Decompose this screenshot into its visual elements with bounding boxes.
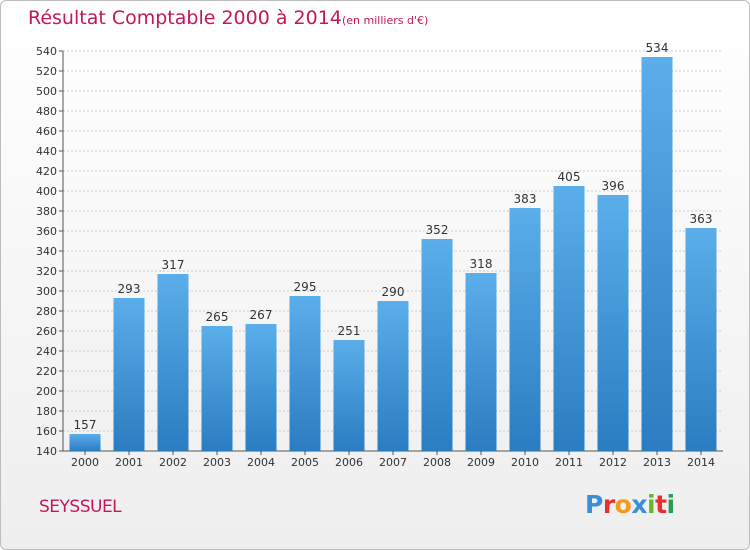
- y-tick-label: 380: [36, 205, 57, 218]
- bar-2000[interactable]: [69, 434, 101, 451]
- value-label: 396: [602, 179, 625, 193]
- x-tick-label: 2000: [71, 456, 99, 469]
- x-tick-label: 2006: [335, 456, 363, 469]
- bars: [69, 57, 717, 451]
- value-label: 318: [470, 257, 493, 271]
- y-tick-label: 160: [36, 425, 57, 438]
- y-tick-label: 220: [36, 365, 57, 378]
- y-tick-label: 420: [36, 165, 57, 178]
- value-label: 352: [426, 223, 449, 237]
- bar-2012[interactable]: [597, 195, 629, 451]
- logo-letter: o: [614, 490, 632, 519]
- x-tick-label: 2005: [291, 456, 319, 469]
- y-tick-label: 360: [36, 225, 57, 238]
- value-labels: 157 293 317 265 267 295 251 290 352 318 383 405 396 5…: [74, 41, 713, 432]
- bar-2008[interactable]: [421, 239, 453, 451]
- logo-letter: r: [602, 490, 615, 519]
- value-label: 295: [294, 280, 317, 294]
- bar-2005[interactable]: [289, 296, 321, 451]
- value-label: 317: [162, 258, 185, 272]
- y-tick-label: 340: [36, 245, 57, 258]
- y-tick-label: 260: [36, 325, 57, 338]
- x-tick-label: 2004: [247, 456, 275, 469]
- x-tick-label: 2003: [203, 456, 231, 469]
- y-tick-label: 300: [36, 285, 57, 298]
- y-tick-label: 140: [36, 445, 57, 458]
- y-tick-label: 460: [36, 125, 57, 138]
- x-tick-label: 2011: [555, 456, 583, 469]
- value-label: 534: [646, 41, 669, 55]
- proxiti-logo[interactable]: Proxiti: [585, 490, 675, 519]
- bar-2013[interactable]: [641, 57, 673, 451]
- x-tick-label: 2012: [599, 456, 627, 469]
- y-tick-label: 200: [36, 385, 57, 398]
- bar-2010[interactable]: [509, 208, 541, 451]
- y-tick-label: 400: [36, 185, 57, 198]
- chart-title: Résultat Comptable 2000 à 2014: [28, 7, 342, 29]
- value-label: 265: [206, 310, 229, 324]
- y-tick-label: 480: [36, 105, 57, 118]
- y-tick-label: 500: [36, 85, 57, 98]
- value-label: 267: [250, 308, 273, 322]
- y-tick-label: 320: [36, 265, 57, 278]
- y-tick-label: 240: [36, 345, 57, 358]
- logo-letter: P: [585, 490, 603, 519]
- x-tick-label: 2014: [687, 456, 715, 469]
- x-tick-label: 2009: [467, 456, 495, 469]
- value-label: 157: [74, 418, 97, 432]
- y-tick-label: 540: [36, 45, 57, 58]
- logo-letter: i: [647, 490, 656, 519]
- value-label: 405: [558, 170, 581, 184]
- bar-2002[interactable]: [157, 274, 189, 451]
- y-tick-label: 280: [36, 305, 57, 318]
- value-label: 293: [118, 282, 141, 296]
- x-tick-label: 2002: [159, 456, 187, 469]
- logo-letter: i: [666, 490, 676, 519]
- chart-subtitle: (en milliers d'€): [342, 14, 429, 27]
- bar-2011[interactable]: [553, 186, 585, 451]
- value-label: 383: [514, 192, 537, 206]
- logo-letter: t: [655, 490, 667, 519]
- x-tick-label: 2008: [423, 456, 451, 469]
- x-tick-label: 2010: [511, 456, 539, 469]
- bar-2004[interactable]: [245, 324, 277, 451]
- y-tick-label: 180: [36, 405, 57, 418]
- bar-2014[interactable]: [685, 228, 717, 451]
- bar-2001[interactable]: [113, 298, 145, 451]
- bar-2009[interactable]: [465, 273, 497, 451]
- x-tick-label: 2007: [379, 456, 407, 469]
- bar-2006[interactable]: [333, 340, 365, 451]
- value-label: 251: [338, 324, 361, 338]
- y-tick-label: 520: [36, 65, 57, 78]
- x-tick-label: 2013: [643, 456, 671, 469]
- logo-letter: x: [631, 490, 647, 519]
- x-tick-label: 2001: [115, 456, 143, 469]
- value-label: 290: [382, 285, 405, 299]
- bar-2003[interactable]: [201, 326, 233, 451]
- value-label: 363: [690, 212, 713, 226]
- y-tick-label: 440: [36, 145, 57, 158]
- bar-2007[interactable]: [377, 301, 409, 451]
- city-name: SEYSSUEL: [39, 497, 122, 517]
